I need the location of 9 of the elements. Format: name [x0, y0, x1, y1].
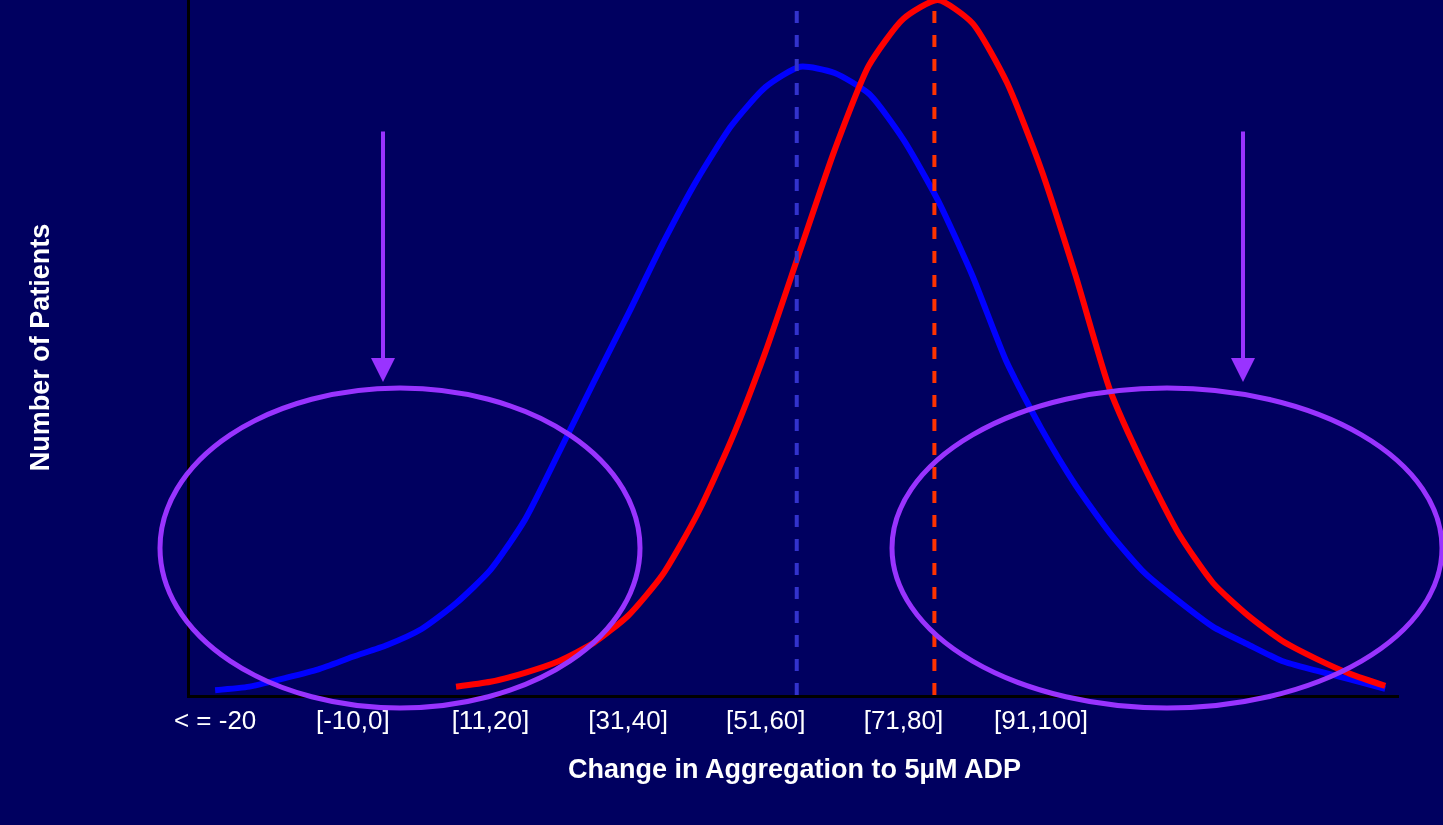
x-tick-label: [31,40]: [588, 705, 668, 736]
x-tick-label: < = -20: [173, 705, 257, 736]
x-tick-label: [11,20]: [451, 705, 530, 736]
x-tick-label: [-10,0]: [315, 705, 390, 736]
x-axis-title: Change in Aggregation to 5µM ADP: [567, 753, 1022, 784]
x-tick-label: [71,80]: [863, 705, 944, 736]
y-axis-title: Number of Patients: [25, 223, 56, 472]
x-tick-label: [51,60]: [726, 705, 806, 736]
x-tick-label: [91,100]: [994, 705, 1089, 736]
